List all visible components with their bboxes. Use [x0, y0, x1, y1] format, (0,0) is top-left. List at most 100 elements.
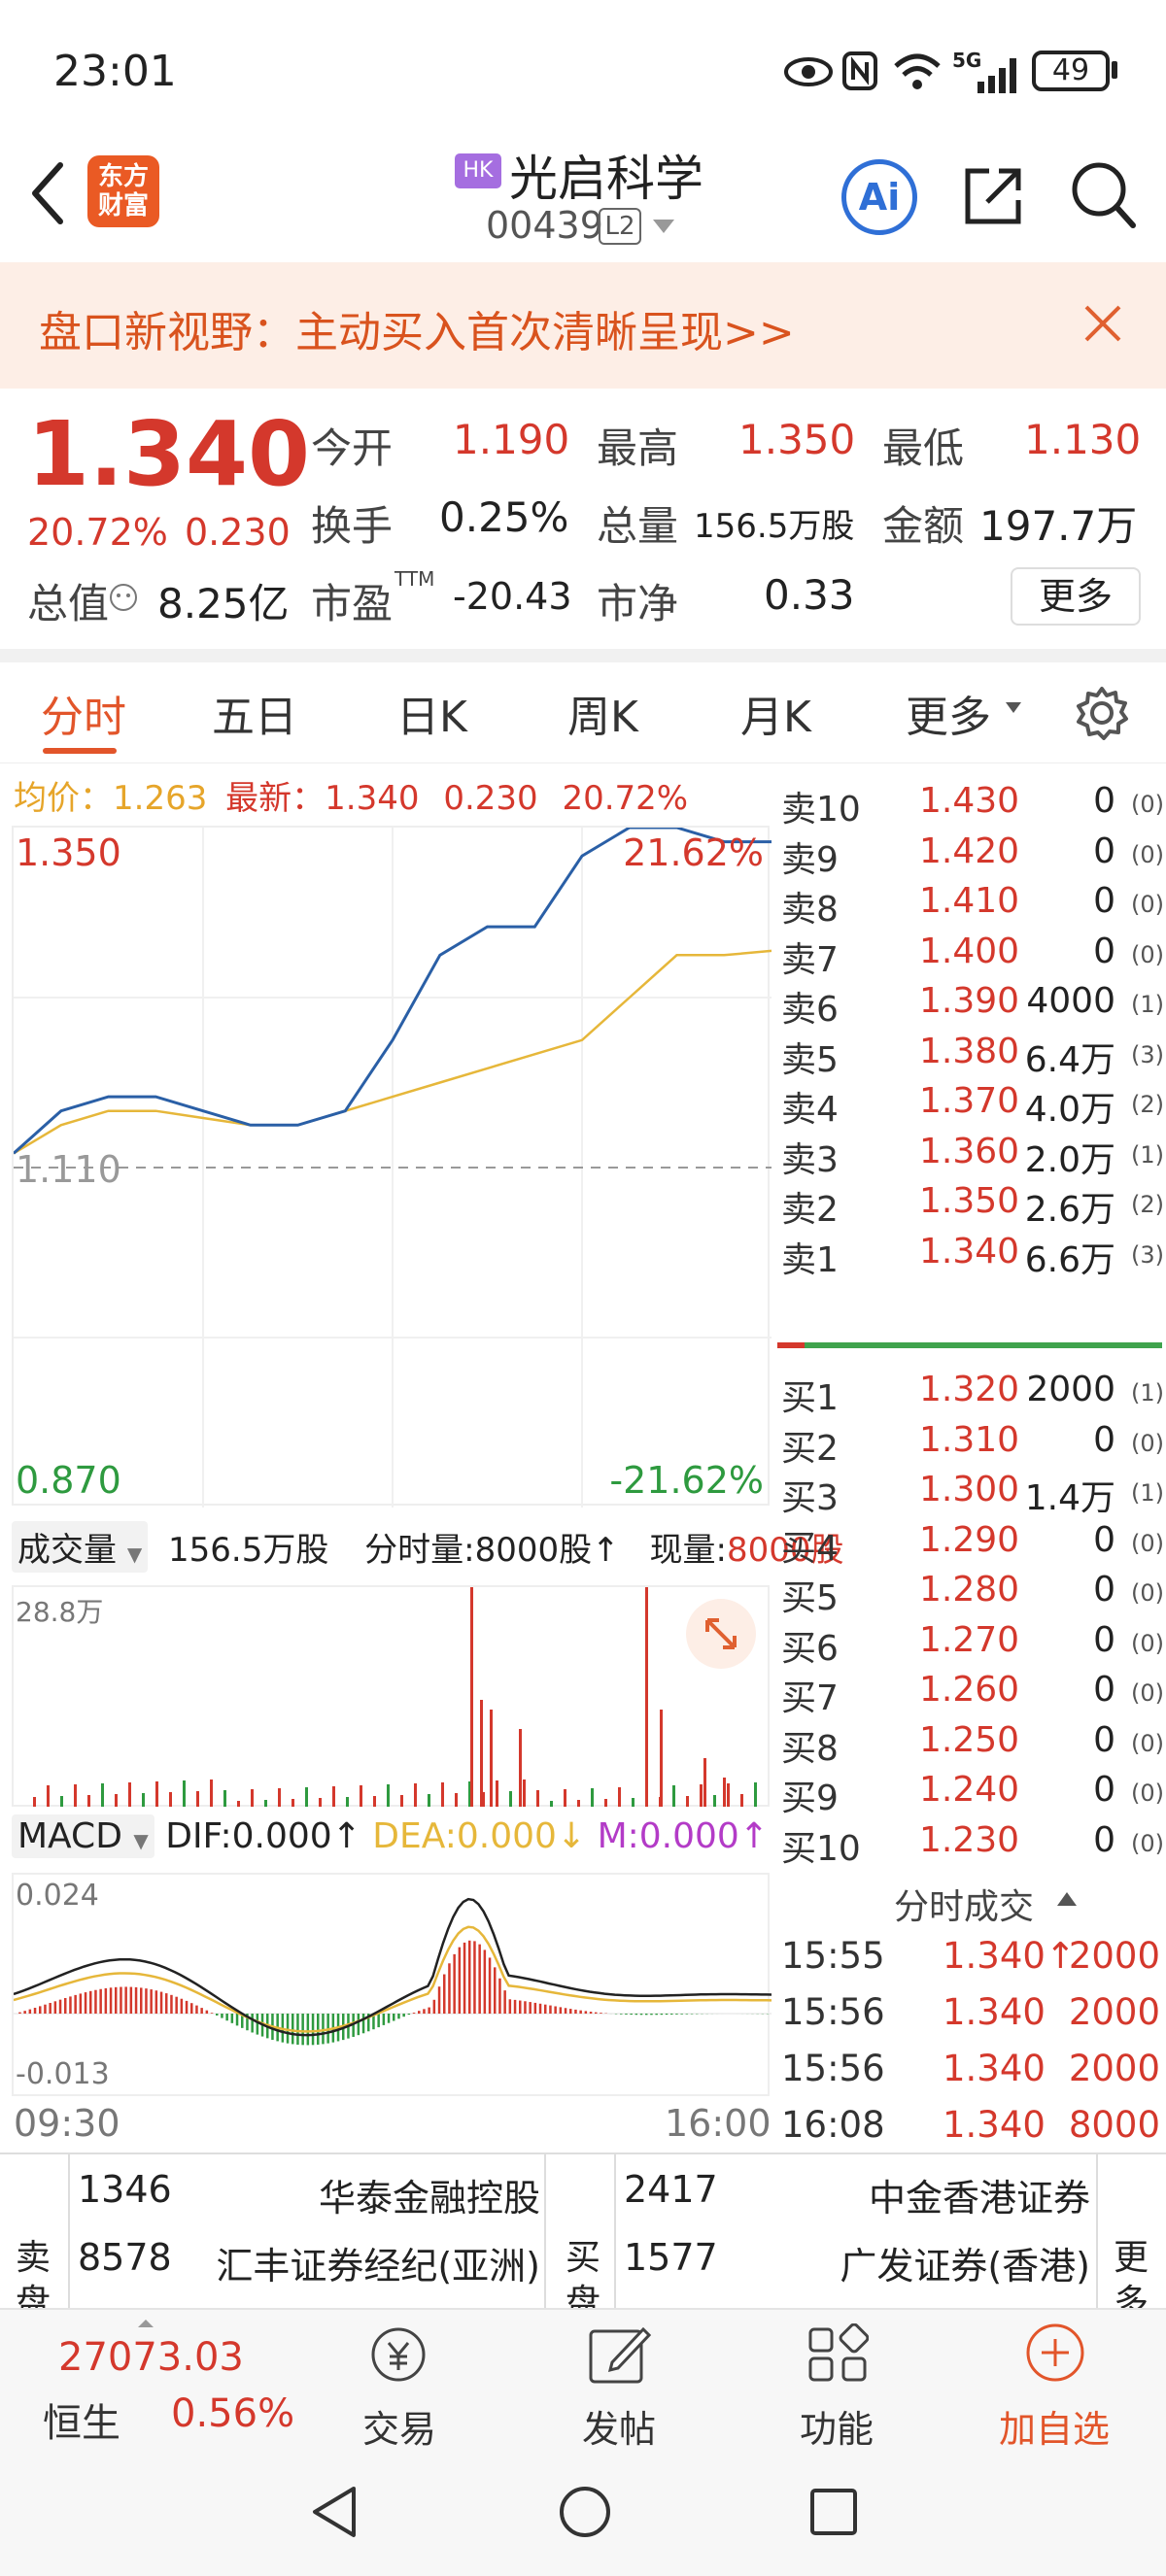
post-button[interactable]: 发帖	[546, 2310, 692, 2456]
broker-more-button[interactable]: 更多	[1114, 2238, 1149, 2308]
level-badge[interactable]: L2	[599, 208, 641, 245]
share-icon[interactable]	[960, 161, 1028, 229]
tab-intraday[interactable]: 分时	[41, 693, 126, 742]
macd-bar	[569, 2009, 572, 2014]
tab-monthly-k[interactable]: 月K	[740, 693, 811, 742]
macd-bar	[448, 1963, 451, 2014]
add-watchlist-button[interactable]: 加自选	[981, 2310, 1127, 2456]
summary-change: 0.230	[443, 779, 538, 818]
bids-level-row[interactable]: 买4 1.290 0 (0)	[777, 1520, 1166, 1571]
macd-bar	[44, 2004, 47, 2014]
ai-button[interactable]: Ai	[841, 159, 917, 235]
nfc-icon	[842, 51, 877, 90]
more-caret-icon[interactable]	[1005, 701, 1022, 715]
asks-level-row[interactable]: 卖9 1.420 0 (0)	[777, 831, 1166, 882]
level-count: (1)	[1131, 1140, 1164, 1169]
bids-level-row[interactable]: 买8 1.250 0 (0)	[777, 1720, 1166, 1771]
asks-level-row[interactable]: 卖3 1.360 2.0万 (1)	[777, 1132, 1166, 1182]
volume-bar	[509, 1791, 512, 1807]
level-label: 买4	[781, 1528, 839, 1569]
avg-label: 均价：	[14, 779, 113, 818]
macd-chart[interactable]: 0.024 -0.013	[12, 1873, 772, 2096]
level-price: 1.300	[919, 1470, 1020, 1509]
asks-level-row[interactable]: 卖2 1.350 2.6万 (2)	[777, 1181, 1166, 1232]
bids-level-row[interactable]: 买7 1.260 0 (0)	[777, 1670, 1166, 1720]
macd-bar	[49, 2003, 51, 2014]
asks-level-row[interactable]: 卖1 1.340 6.6万 (3)	[777, 1232, 1166, 1282]
asks-level-row[interactable]: 卖10 1.430 0 (0)	[777, 781, 1166, 831]
nav-back-icon[interactable]	[307, 2483, 361, 2541]
macd-bar	[33, 2008, 37, 2014]
close-icon[interactable]	[1082, 303, 1123, 344]
volume-bar	[723, 1778, 726, 1807]
promo-banner[interactable]: 盘口新视野：主动买入首次清晰呈现>>	[0, 262, 1166, 389]
volume-bar	[183, 1780, 186, 1807]
bids-level-row[interactable]: 买9 1.240 0 (0)	[777, 1770, 1166, 1820]
bids-level-row[interactable]: 买1 1.320 2000 (1)	[777, 1370, 1166, 1420]
volume-bar	[332, 1786, 335, 1807]
dropdown-caret-icon[interactable]	[651, 218, 676, 235]
macd-bar	[402, 2014, 405, 2017]
macd-dif: DIF:0.000	[165, 1816, 332, 1856]
function-button[interactable]: 功能	[764, 2310, 909, 2456]
nav-recents-icon[interactable]	[806, 2485, 861, 2539]
volume-selector-label: 成交量	[17, 1531, 117, 1570]
asks-level-row[interactable]: 卖4 1.370 4.0万 (2)	[777, 1081, 1166, 1132]
battery-level: 49	[1051, 53, 1090, 87]
bids-level-row[interactable]: 买6 1.270 0 (0)	[777, 1620, 1166, 1671]
sort-up-icon[interactable]	[1055, 1890, 1079, 1908]
more-button[interactable]: 更多	[1011, 567, 1141, 626]
bids-level-row[interactable]: 买10 1.230 0 (0)	[777, 1820, 1166, 1871]
volume-bar	[727, 1783, 730, 1807]
volume-selector[interactable]: 成交量 ▼	[12, 1521, 149, 1573]
asks-level-row[interactable]: 卖7 1.400 0 (0)	[777, 932, 1166, 982]
volume-bar	[360, 1785, 362, 1807]
level-label: 买8	[781, 1728, 839, 1769]
bids-level-row[interactable]: 买2 1.310 0 (0)	[777, 1420, 1166, 1471]
trade-yen-icon	[371, 2327, 426, 2382]
asks-level-row[interactable]: 卖8 1.410 0 (0)	[777, 881, 1166, 932]
volume-chart[interactable]: 28.8万	[12, 1585, 770, 1807]
macd-selector[interactable]: MACD ▼	[12, 1814, 154, 1858]
bids-level-row[interactable]: 买5 1.280 0 (0)	[777, 1570, 1166, 1620]
banner-text[interactable]: 盘口新视野：主动买入首次清晰呈现>>	[39, 308, 795, 357]
level-price: 1.240	[919, 1770, 1020, 1810]
index-ticker[interactable]: 27073.03 恒生 0.56%	[0, 2310, 321, 2456]
app-logo[interactable]: 东方 财富	[87, 155, 159, 227]
level-count: (2)	[1131, 1091, 1164, 1118]
back-icon[interactable]	[25, 159, 68, 227]
volume-bar	[169, 1792, 172, 1807]
level-count: (0)	[1131, 891, 1164, 918]
level-price: 1.410	[919, 881, 1020, 921]
trade-button[interactable]: 交易	[326, 2310, 472, 2456]
level-label: 卖9	[781, 839, 839, 880]
asks-level-row[interactable]: 卖5 1.380 6.4万 (3)	[777, 1032, 1166, 1082]
tab-five-day[interactable]: 五日	[212, 693, 297, 742]
level-price: 1.430	[919, 781, 1020, 821]
sell-broker-name-1: 华泰金融控股	[318, 2177, 540, 2220]
tab-weekly-k[interactable]: 周K	[567, 693, 638, 742]
macd-bar	[564, 2008, 567, 2014]
wifi-icon	[894, 53, 941, 89]
asks-level-row[interactable]: 卖6 1.390 4000 (1)	[777, 981, 1166, 1032]
level-qty: 4.0万	[1024, 1090, 1115, 1130]
tab-daily-k[interactable]: 日K	[396, 693, 467, 742]
macd-bar	[23, 2011, 26, 2014]
volume-bar	[519, 1729, 522, 1807]
macd-bar	[554, 2006, 557, 2014]
info-face-icon[interactable]	[109, 583, 138, 612]
volume-bar	[455, 1793, 458, 1807]
expand-button[interactable]	[686, 1599, 756, 1669]
bids-level-row[interactable]: 买3 1.300 1.4万 (1)	[777, 1470, 1166, 1520]
search-icon[interactable]	[1069, 159, 1137, 231]
trades-title[interactable]: 分时成交	[894, 1887, 1035, 1927]
macd-bar	[595, 2012, 598, 2014]
macd-bar	[685, 2014, 689, 2015]
gear-icon[interactable]	[1075, 686, 1129, 740]
tab-more[interactable]: 更多	[906, 693, 991, 742]
price-chart[interactable]: 1.350 21.62% 1.110 0.870 -21.62%	[12, 826, 772, 1508]
trade-price: 1.340	[943, 1991, 1046, 2033]
nav-home-icon[interactable]	[556, 2483, 614, 2541]
broker-divider-4	[1096, 2154, 1098, 2308]
macd-bar	[180, 1998, 184, 2014]
